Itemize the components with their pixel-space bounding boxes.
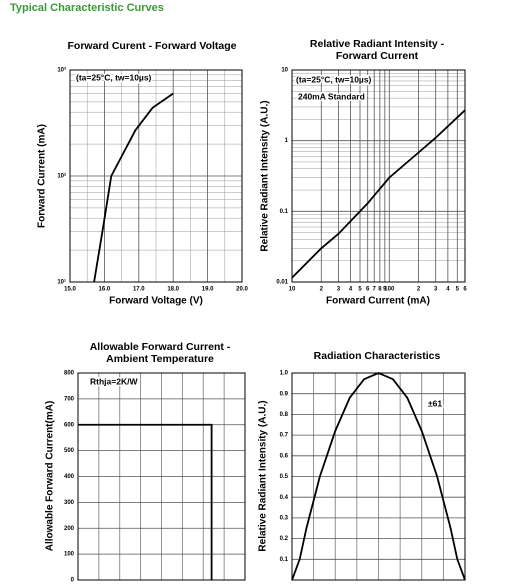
chart: 0 100 200 300 400 500 600 700 800 Allowable Forwa… <box>45 341 246 584</box>
y-tick-label: 700 <box>64 396 75 402</box>
y-axis-label: Relative Radiant Intensity (A.U.) <box>260 100 271 251</box>
chart-title: Allowable Forward Current - <box>90 341 231 353</box>
x-tick-label: 6 <box>366 287 370 293</box>
x-tick-label: 19.0 <box>202 287 214 293</box>
y-tick-label: 0.6 <box>280 453 289 459</box>
chart-title: Ambient Temperature <box>106 353 214 365</box>
y-tick-label: 300 <box>64 500 75 506</box>
y-tick-label: 10 <box>281 68 288 74</box>
y-tick-label: 800 <box>64 371 75 377</box>
header-title: Typical Characteristic Curves <box>10 2 164 14</box>
chart-title: Radiation Characteristics <box>314 350 441 362</box>
y-tick-label: 0.01 <box>276 280 288 286</box>
y-tick-label: 10¹ <box>57 279 66 286</box>
y-tick-label: 1 <box>285 138 289 144</box>
y-tick-label: 10³ <box>57 67 66 74</box>
x-tick-label: 15.0 <box>64 287 76 293</box>
x-tick-label: 2 <box>320 287 324 293</box>
series-line <box>291 109 466 279</box>
y-tick-label: 0.7 <box>280 433 289 439</box>
chart-title: Relative Radiant Intensity - <box>310 38 445 50</box>
series-line <box>78 423 213 580</box>
y-axis-label: Allowable Forward Current(mA) <box>45 401 56 552</box>
y-axis-label: Forward Current (mA) <box>37 124 48 228</box>
y-tick-label: 1.0 <box>280 371 289 377</box>
y-tick-label: 0 <box>71 578 75 584</box>
x-tick-label: 8 <box>378 287 382 293</box>
y-tick-label: 0.2 <box>280 536 289 542</box>
y-tick-label: 0.5 <box>280 474 289 480</box>
y-axis-label: Relative Radiant Intensity (A.U.) <box>258 400 269 551</box>
x-tick-label: 16.0 <box>99 287 111 293</box>
y-tick-label: 600 <box>64 422 75 428</box>
y-tick-label: 0.1 <box>280 209 289 215</box>
x-tick-label: 9 <box>383 287 387 293</box>
chart: 0.1 0.2 0.3 0.4 0.5 0.6 0.7 0.8 0.9 1.0 Radiation … <box>258 350 466 581</box>
chart-title: Forward Current <box>336 50 419 62</box>
annotation: ±61 <box>428 398 442 408</box>
y-tick-label: 500 <box>64 448 75 454</box>
x-tick-label: 10 <box>289 287 296 293</box>
annotation: Rthja=2K/W <box>90 376 138 386</box>
y-tick-label: 0.1 <box>280 557 289 563</box>
plot-frame <box>77 372 246 581</box>
y-tick-label: 0.8 <box>280 412 289 418</box>
x-tick-label: 4 <box>446 287 450 293</box>
series-line <box>93 92 174 283</box>
plot-frame <box>291 69 466 283</box>
series-line <box>291 372 466 581</box>
y-tick-label: 100 <box>64 552 75 558</box>
x-tick-label: 3 <box>434 287 438 293</box>
x-tick-label: 7 <box>373 287 377 293</box>
annotation: (ta=25°C, tw=10µs) <box>296 74 372 84</box>
y-tick-label: 400 <box>64 474 75 480</box>
chart: 10¹ 10² 10³ 15.0 16.0 17.0 18.0 19.0 20.0 Forward… <box>37 40 249 307</box>
x-tick-label: 5 <box>456 287 460 293</box>
x-tick-label: 5 <box>358 287 362 293</box>
x-tick-label: 17.0 <box>133 287 145 293</box>
x-tick-label: 3 <box>337 287 341 293</box>
y-tick-label: 200 <box>64 526 75 532</box>
x-tick-label: 2 <box>417 287 421 293</box>
x-tick-label: 4 <box>349 287 353 293</box>
chart-title: Forward Curent - Forward Voltage <box>68 40 237 52</box>
y-tick-label: 0.3 <box>280 515 289 521</box>
annotation: (ta=25°C, tw=10µs) <box>76 72 152 82</box>
y-tick-label: 10² <box>57 173 66 180</box>
y-tick-label: 0.9 <box>280 391 289 397</box>
plot-frame <box>69 69 243 283</box>
x-tick-label: 6 <box>463 287 467 293</box>
x-axis-label: Forward Current (mA) <box>326 296 430 307</box>
annotation: 240mA Standard <box>298 91 365 101</box>
y-tick-label: 0.4 <box>280 495 289 501</box>
x-axis-label: Forward Voltage (V) <box>109 296 203 307</box>
x-tick-label: 100 <box>384 287 395 293</box>
x-tick-label: 18.0 <box>167 287 179 293</box>
x-tick-label: 20.0 <box>236 287 248 293</box>
